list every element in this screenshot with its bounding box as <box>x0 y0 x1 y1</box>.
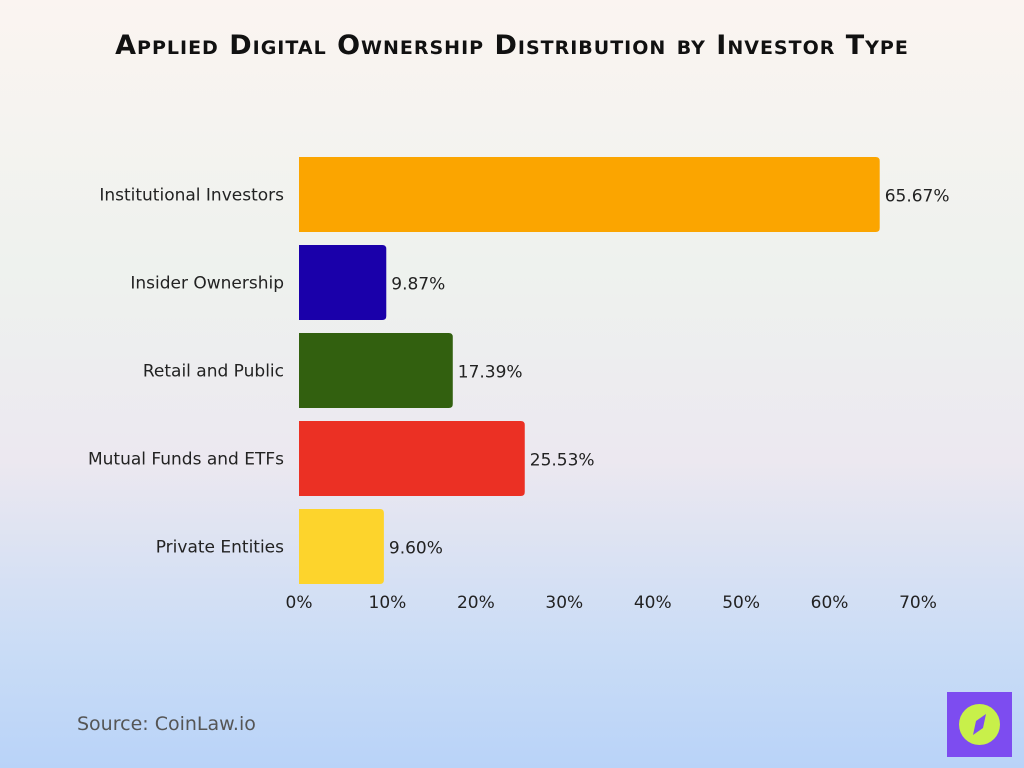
data-label: 17.39% <box>458 363 523 383</box>
x-tick-label: 60% <box>811 593 849 613</box>
x-tick-label: 40% <box>634 593 672 613</box>
chart-title: Applied Digital Ownership Distribution b… <box>115 30 909 61</box>
x-tick-label: 70% <box>899 593 937 613</box>
x-tick-label: 30% <box>545 593 583 613</box>
data-label: 9.87% <box>391 275 445 295</box>
data-label: 25.53% <box>530 451 595 471</box>
category-label: Institutional Investors <box>99 186 284 206</box>
bar <box>299 157 880 232</box>
category-label: Insider Ownership <box>130 274 284 294</box>
data-label: 9.60% <box>389 539 443 559</box>
logo <box>947 692 1012 757</box>
bar <box>299 509 384 584</box>
x-tick-label: 10% <box>369 593 407 613</box>
category-label: Retail and Public <box>143 362 284 382</box>
category-label: Mutual Funds and ETFs <box>88 450 284 470</box>
x-tick-label: 50% <box>722 593 760 613</box>
bar <box>299 333 453 408</box>
bar <box>299 245 387 320</box>
data-label: 65.67% <box>885 187 950 207</box>
compass-icon <box>959 704 1000 745</box>
category-label: Private Entities <box>156 538 284 558</box>
x-tick-label: 0% <box>286 593 313 613</box>
x-tick-label: 20% <box>457 593 495 613</box>
bar <box>299 421 525 496</box>
source-text: Source: CoinLaw.io <box>77 713 256 735</box>
